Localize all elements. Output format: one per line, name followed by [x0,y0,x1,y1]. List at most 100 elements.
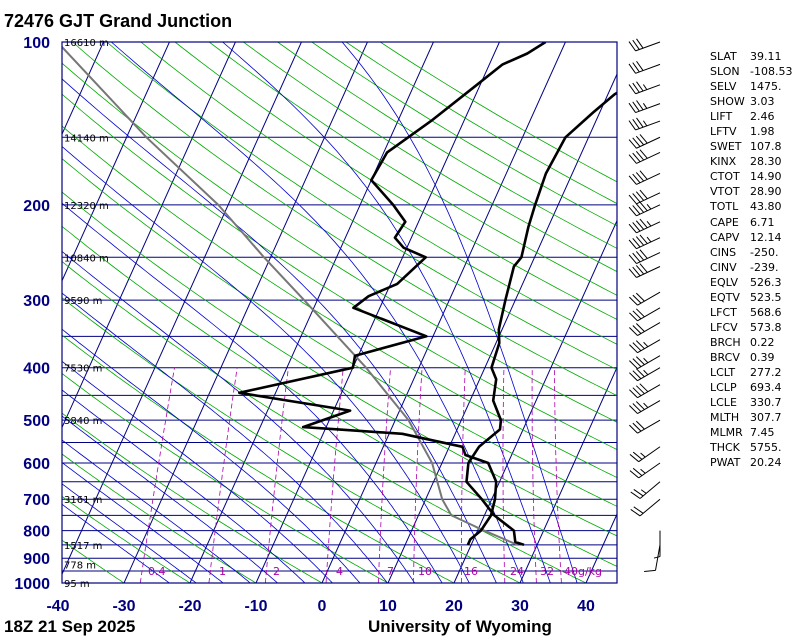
wind-barb [628,189,661,205]
wind-barb [629,400,661,414]
wind-barb-staff [637,355,661,370]
wind-barb-flag [632,387,642,397]
index-value: 7.45 [750,426,775,440]
dry-adiabat-line [208,42,617,296]
wind-barb-flag [630,509,641,517]
index-key: LCLT [710,365,736,379]
index-row-lcle: LCLE 330.7 [710,395,798,410]
wind-barb [629,383,661,399]
index-value: 28.90 [750,185,782,199]
wind-barb-flag [628,254,637,264]
wind-barbs [628,38,661,572]
index-row-lift: LIFT 2.46 [710,109,798,124]
wind-barb [628,218,661,234]
height-label: 14140 m [64,133,109,144]
index-value: 568.6 [750,305,782,319]
index-key: LIFT [710,110,733,124]
wind-barb-flag [632,62,640,73]
wind-barb-half-flag [640,489,647,494]
wind-barb [629,446,661,463]
index-row-pwat: PWAT 20.24 [710,455,798,470]
index-value: 693.4 [750,381,782,395]
wind-barb-flag [628,120,636,131]
temperature-tick-label: 30 [511,598,529,615]
index-row-ctot: CTOT 14.90 [710,169,798,184]
wind-barb-flag [636,81,644,92]
wind-barb [628,134,661,149]
mixing-ratio-label: 40g/kg [564,565,602,578]
temperature-tick-label: -40 [46,598,69,615]
wind-barb-staff [636,237,661,250]
wind-barb-flag [632,467,643,476]
wind-barb-staff [636,266,661,278]
index-value: 5755. [750,441,782,455]
wind-barb [629,355,661,370]
wind-barb-staff [635,120,661,131]
wind-barb-staff [636,204,661,217]
wind-barb-flag [629,405,638,414]
dry-adiabat-line [62,93,617,451]
index-row-kinx: KINX 28.30 [710,154,798,169]
index-key: SWET [710,140,742,154]
wind-barb-flag [635,420,645,430]
wind-barb-flag [635,251,645,261]
pressure-tick-label: 300 [23,293,50,310]
wind-barb-flag [632,118,640,129]
dry-adiabat-line [62,191,617,537]
moist-adiabat-line [62,202,443,583]
index-row-capv: CAPV 12.14 [710,230,798,245]
index-row-eqlv: EQLV 526.3 [710,275,798,290]
wind-barb-flag [632,403,642,412]
wind-barb [628,60,661,74]
index-value: 43.80 [750,200,782,214]
dry-adiabat-line [62,125,617,478]
index-row-brcv: BRCV 0.39 [710,350,798,365]
wind-barb-half-flag [642,103,648,109]
wind-barb-flag [632,266,641,277]
wind-barb [628,201,661,217]
index-row-mlth: MLTH 307.7 [710,410,798,425]
wind-barb-flag [636,100,644,111]
index-key: EQTV [710,290,740,304]
dry-adiabat-line [106,42,617,371]
wind-barb-flag [632,325,642,334]
wind-barb [628,117,661,131]
index-key: TOTL [710,200,739,214]
index-value: 0.22 [750,335,775,349]
wind-barb-flag [629,454,640,463]
index-value: 523.5 [750,290,782,304]
height-label: 16610 m [64,38,109,49]
wind-barb-staff [635,84,661,95]
index-row-cape: CAPE 6.71 [710,215,798,230]
wind-barb-flag [635,308,645,318]
mixing-ratio-line [460,367,466,583]
isotherm-line [62,42,104,136]
mixing-ratio-label: 2 [273,565,280,578]
wind-barb-flag [628,239,637,250]
index-row-lfcv: LFCV 573.8 [710,320,798,335]
wind-barb [629,419,661,434]
wind-barb [628,100,661,114]
moist-adiabat-line [62,328,361,583]
plot-frame [61,41,618,584]
wind-barb-flag [632,193,641,203]
wind-barb-half-flag [640,468,646,474]
wind-barb-flag [635,292,645,302]
index-value: 39.11 [750,50,782,63]
wind-barb-flag [629,372,638,382]
pressure-tick-label: 1000 [14,576,50,593]
index-key: THCK [710,441,740,455]
dry-adiabat-line [62,158,617,507]
index-key: MLTH [710,411,740,425]
moist-adiabat-line [62,360,333,583]
index-value: 330.7 [750,396,782,410]
isotherm-line [62,42,236,429]
isotherm-line [519,366,617,583]
wind-barb-flag [635,135,645,146]
wind-barb-flag [628,102,636,113]
wind-barb-flag [635,220,645,230]
index-key: CAPE [710,215,739,229]
wind-barb-staff [635,41,661,52]
isotherm-line [123,42,368,583]
wind-barb-flag [632,310,642,320]
